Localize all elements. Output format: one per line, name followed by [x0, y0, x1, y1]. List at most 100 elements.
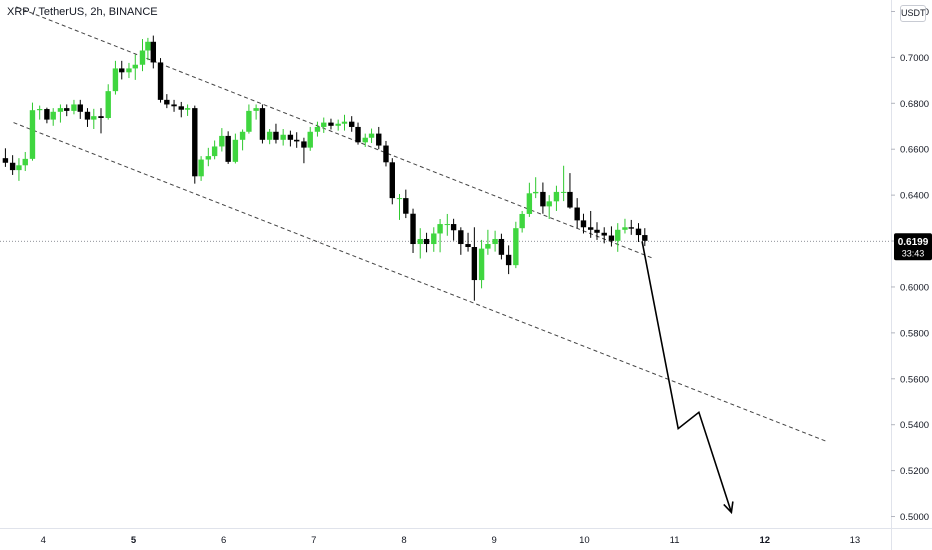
candle-body: [171, 104, 177, 107]
candle-body: [184, 108, 191, 110]
candle-body: [119, 68, 125, 73]
candle-body: [192, 108, 198, 177]
candle: [16, 158, 22, 181]
candle: [171, 99, 177, 112]
time-tick-label: 8: [401, 535, 406, 546]
candle: [314, 121, 321, 137]
candle: [157, 58, 164, 103]
candle: [580, 213, 587, 234]
candle: [458, 227, 464, 255]
candle-body: [492, 238, 498, 245]
time-tick-label: 12: [759, 535, 770, 546]
candle-body: [77, 104, 83, 112]
channel-upper-line[interactable]: [16, 6, 654, 259]
candle-body: [396, 198, 403, 200]
candle-body: [9, 162, 16, 171]
candle-body: [246, 110, 252, 132]
candle-body: [132, 64, 138, 69]
channel-lower-line[interactable]: [13, 122, 829, 443]
candle-body: [403, 198, 409, 214]
candle: [287, 130, 294, 147]
candle: [546, 195, 552, 220]
candle-body: [362, 137, 368, 143]
candle-body: [560, 191, 567, 193]
candle-body: [389, 162, 395, 199]
candle: [36, 105, 43, 120]
candle: [184, 104, 191, 116]
candle-body: [553, 191, 560, 202]
candle: [29, 102, 36, 161]
candle-body: [301, 141, 307, 148]
candle-body: [71, 104, 77, 111]
price-axis: 0.72000.70000.68000.66000.64000.62000.60…: [891, 7, 929, 523]
candle: [280, 129, 286, 146]
candle-body: [50, 111, 56, 120]
candle-body: [540, 191, 546, 207]
candle: [119, 60, 125, 80]
projection-arrow-path[interactable]: [641, 241, 733, 513]
candle: [307, 126, 313, 151]
candle: [615, 223, 621, 252]
candle: [526, 182, 533, 217]
candle: [396, 193, 403, 220]
candle-body: [567, 191, 573, 208]
candle: [513, 221, 519, 269]
price-tick-label: 0.6800: [900, 99, 929, 110]
candle-body: [642, 235, 648, 241]
candle-body: [16, 165, 22, 171]
candle: [403, 189, 409, 219]
candle: [50, 108, 56, 126]
candlestick-series: [2, 35, 648, 301]
candle: [335, 119, 341, 131]
candle-body: [44, 109, 50, 120]
candle: [362, 133, 368, 147]
projection-arrow-head: [723, 501, 734, 515]
candle-body: [594, 229, 600, 233]
candle: [635, 223, 642, 242]
candle: [594, 222, 600, 240]
candle: [389, 158, 395, 205]
price-tick-label: 0.5600: [900, 374, 929, 385]
candle-body: [112, 68, 119, 92]
candle: [198, 156, 204, 181]
candle-body: [580, 220, 587, 228]
candle: [349, 116, 355, 132]
candle: [642, 228, 648, 247]
candle: [498, 233, 505, 260]
candle: [368, 128, 375, 144]
candle-body: [478, 248, 485, 281]
candle: [471, 227, 478, 301]
candle: [77, 99, 83, 119]
candle-body: [219, 135, 225, 147]
candle: [57, 104, 64, 123]
time-tick-label: 5: [131, 535, 137, 546]
candle: [622, 218, 628, 234]
candle: [2, 148, 9, 167]
time-tick-label: 13: [850, 535, 861, 546]
candle: [355, 122, 361, 145]
candle: [423, 232, 430, 253]
candle: [98, 108, 104, 134]
candle-body: [36, 109, 43, 111]
candle-body: [587, 227, 594, 230]
candle: [150, 35, 157, 69]
candle: [417, 228, 423, 259]
candle: [444, 213, 451, 236]
candle-body: [526, 193, 533, 214]
candle: [532, 177, 539, 199]
candle: [105, 84, 111, 120]
candle: [273, 123, 279, 144]
time-tick-label: 11: [670, 535, 680, 546]
candle: [485, 229, 491, 255]
candle-body: [505, 254, 512, 266]
candle: [465, 232, 471, 252]
candle-body: [465, 244, 471, 248]
candle-body: [417, 238, 423, 245]
time-axis: 4 5 6 7 8 9 10 11 12 13: [41, 535, 861, 546]
candle: [301, 137, 307, 164]
currency-badge[interactable]: USDT: [900, 5, 926, 22]
candle: [253, 104, 259, 120]
price-tick-label: 0.5200: [900, 466, 929, 477]
